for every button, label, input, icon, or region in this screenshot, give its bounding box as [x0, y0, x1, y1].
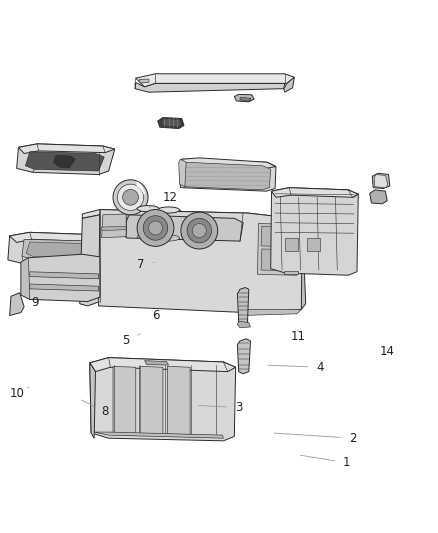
- Ellipse shape: [137, 206, 159, 212]
- Polygon shape: [234, 94, 254, 102]
- Circle shape: [181, 212, 218, 249]
- Polygon shape: [284, 77, 294, 92]
- Polygon shape: [90, 358, 236, 372]
- Polygon shape: [240, 310, 301, 316]
- Polygon shape: [10, 232, 113, 243]
- Circle shape: [117, 184, 144, 211]
- Polygon shape: [90, 363, 95, 438]
- Polygon shape: [8, 232, 113, 266]
- Polygon shape: [272, 188, 358, 197]
- Polygon shape: [158, 118, 184, 128]
- Circle shape: [148, 221, 162, 235]
- Polygon shape: [182, 158, 276, 169]
- Polygon shape: [140, 366, 163, 435]
- Text: 3: 3: [198, 401, 242, 414]
- Text: 7: 7: [137, 258, 154, 271]
- Polygon shape: [261, 249, 294, 271]
- Polygon shape: [25, 152, 104, 171]
- Ellipse shape: [158, 207, 180, 213]
- Polygon shape: [18, 144, 115, 154]
- Polygon shape: [30, 284, 99, 291]
- Polygon shape: [180, 159, 276, 191]
- Polygon shape: [240, 98, 251, 101]
- Polygon shape: [94, 432, 223, 438]
- Circle shape: [143, 216, 168, 240]
- Polygon shape: [258, 223, 298, 275]
- Text: 5: 5: [123, 334, 140, 346]
- Polygon shape: [10, 293, 24, 316]
- Polygon shape: [82, 209, 302, 223]
- Polygon shape: [113, 366, 136, 435]
- Polygon shape: [135, 83, 285, 92]
- Polygon shape: [297, 219, 306, 310]
- Text: 11: 11: [290, 330, 305, 343]
- Circle shape: [192, 223, 206, 238]
- Polygon shape: [145, 361, 169, 365]
- Polygon shape: [102, 226, 126, 231]
- Polygon shape: [22, 239, 104, 261]
- Text: 6: 6: [152, 309, 159, 322]
- Ellipse shape: [158, 235, 180, 241]
- Text: 2: 2: [274, 432, 357, 445]
- Polygon shape: [285, 238, 298, 251]
- Polygon shape: [307, 238, 320, 251]
- Text: 12: 12: [149, 191, 177, 207]
- Polygon shape: [99, 209, 302, 312]
- Polygon shape: [30, 272, 99, 279]
- Polygon shape: [80, 215, 100, 306]
- Text: 14: 14: [380, 345, 395, 358]
- Polygon shape: [21, 254, 100, 302]
- Polygon shape: [179, 159, 186, 187]
- Polygon shape: [26, 242, 99, 259]
- Polygon shape: [90, 358, 236, 441]
- Polygon shape: [372, 173, 390, 189]
- Text: 1: 1: [300, 455, 351, 469]
- Polygon shape: [136, 74, 294, 87]
- Polygon shape: [237, 287, 249, 324]
- Circle shape: [137, 209, 174, 246]
- Polygon shape: [284, 271, 298, 274]
- Polygon shape: [102, 214, 126, 238]
- Polygon shape: [161, 118, 182, 127]
- Polygon shape: [53, 155, 75, 168]
- Polygon shape: [184, 162, 271, 190]
- Text: 9: 9: [31, 296, 48, 309]
- Polygon shape: [167, 366, 190, 435]
- Circle shape: [187, 219, 212, 243]
- Text: 4: 4: [268, 361, 324, 374]
- Polygon shape: [370, 190, 387, 204]
- Circle shape: [123, 189, 138, 205]
- Polygon shape: [139, 79, 149, 83]
- Polygon shape: [158, 210, 180, 238]
- Polygon shape: [374, 174, 388, 188]
- Ellipse shape: [137, 233, 159, 240]
- Text: 10: 10: [10, 387, 29, 400]
- Polygon shape: [237, 321, 251, 328]
- Circle shape: [113, 180, 148, 215]
- Polygon shape: [17, 144, 115, 174]
- Text: 8: 8: [81, 400, 109, 418]
- Polygon shape: [21, 258, 30, 300]
- Polygon shape: [237, 339, 251, 374]
- Polygon shape: [137, 209, 159, 237]
- Polygon shape: [261, 226, 294, 247]
- Polygon shape: [271, 188, 358, 275]
- Polygon shape: [120, 215, 243, 241]
